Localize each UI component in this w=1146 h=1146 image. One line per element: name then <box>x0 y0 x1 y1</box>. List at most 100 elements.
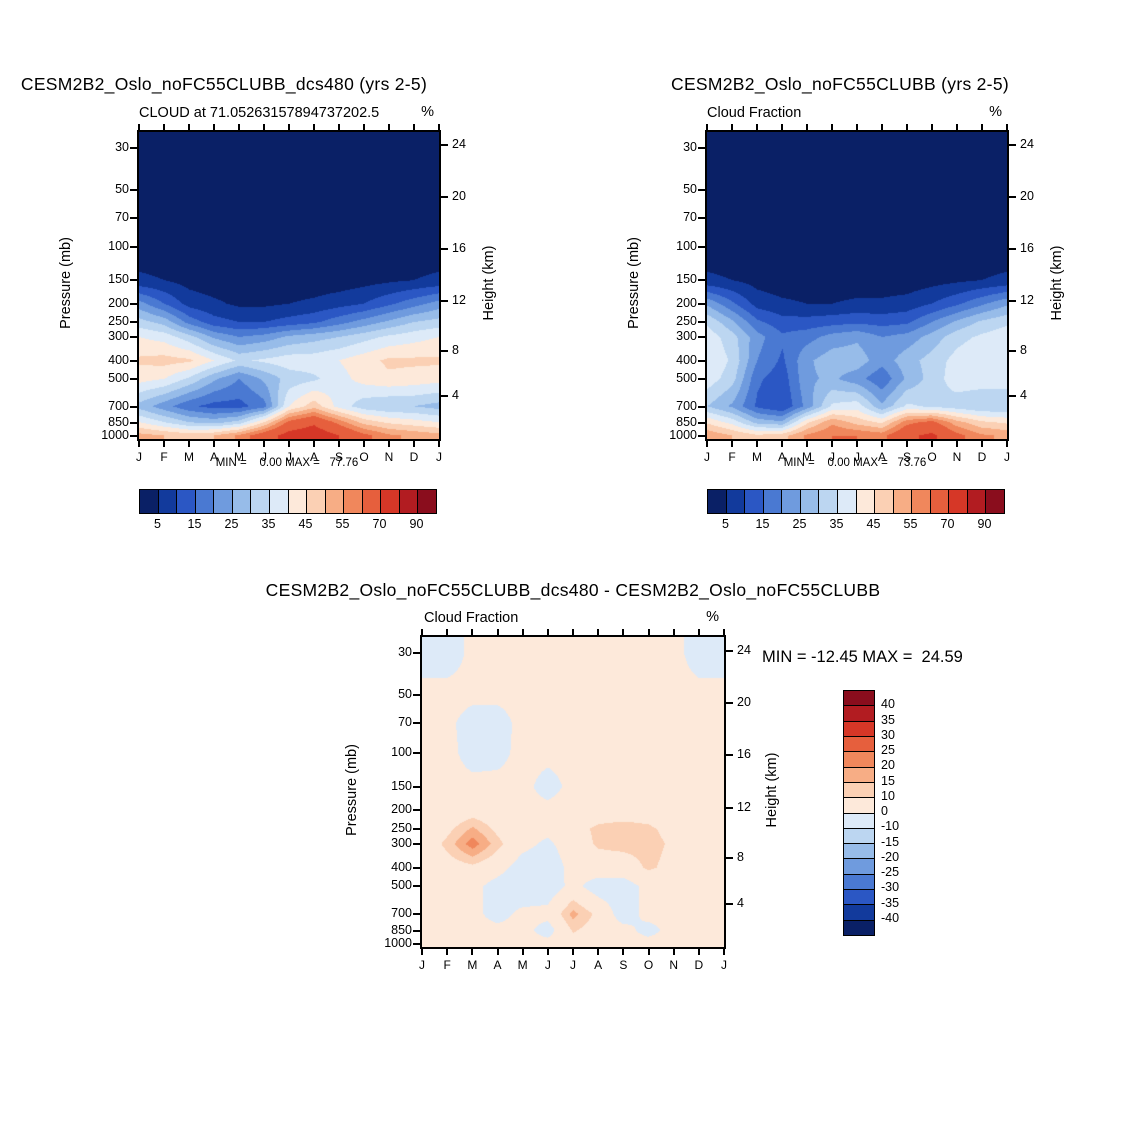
colorbar-tick-label: -20 <box>881 849 900 864</box>
month-label: S <box>619 958 628 972</box>
colorbar-cell <box>140 490 159 513</box>
colorbar-cell <box>745 490 764 513</box>
month-label: J <box>419 958 425 972</box>
colorbar-tick-label: -10 <box>881 819 900 834</box>
pressure-tick-label: 30 <box>398 645 412 660</box>
pressure-tick <box>413 929 420 932</box>
month-tick-bottom <box>496 949 499 955</box>
month-tick-bottom <box>956 441 958 447</box>
pressure-tick <box>130 359 137 362</box>
colorbar-cell <box>837 490 857 513</box>
month-tick-bottom <box>163 441 165 447</box>
month-tick-top <box>956 124 958 130</box>
month-tick-bottom <box>1006 441 1008 447</box>
colorbar-tick-label: 15 <box>755 517 770 531</box>
colorbar-tick-label: 35 <box>881 712 895 727</box>
pressure-tick <box>413 843 420 846</box>
month-tick-top <box>188 124 190 130</box>
month-label: A <box>877 450 886 464</box>
panel-d-plot-frame: 30 50 70 100 150 200 250 300 400 500 700 850 1000 24 2… <box>384 629 751 972</box>
month-tick-top <box>731 124 733 130</box>
pressure-tick-label: 850 <box>108 414 129 429</box>
pressure-tick-label: 300 <box>108 329 129 344</box>
height-tick-label: 8 <box>1020 343 1027 358</box>
month-label: F <box>728 450 736 464</box>
colorbar-cell <box>307 490 326 513</box>
month-label: J <box>136 450 142 464</box>
pressure-tick-label: 100 <box>676 238 697 253</box>
colorbar-tick-label: 55 <box>335 517 350 531</box>
month-tick-bottom <box>906 441 908 447</box>
month-label: J <box>436 450 442 464</box>
month-tick-bottom <box>697 949 700 955</box>
month-tick-top <box>831 124 833 130</box>
panel-b-colorbar <box>707 489 1005 514</box>
height-tick <box>726 754 733 757</box>
height-tick-label: 20 <box>737 695 751 710</box>
panel-a-plot-frame: 30 50 70 100 150 200 250 300 400 500 700 850 1000 24 2… <box>101 124 466 464</box>
colorbar-tick-label: 5 <box>154 517 161 531</box>
pressure-tick <box>130 302 137 305</box>
month-tick-top <box>723 629 725 635</box>
colorbar-tick-label: 55 <box>903 517 918 531</box>
height-tick <box>441 196 448 199</box>
month-tick-top <box>388 124 390 130</box>
month-tick-top <box>421 629 423 635</box>
panel-b-plot-frame: 30 50 70 100 150 200 250 300 400 500 700 850 1000 24 2… <box>669 124 1034 464</box>
panel-a-subtitle: CLOUD at 71.05263157894737202.5 <box>139 105 380 121</box>
pressure-tick-label: 70 <box>398 715 412 730</box>
month-label: A <box>209 450 218 464</box>
month-tick-top <box>496 629 499 635</box>
month-label: D <box>694 958 704 972</box>
panel-b-subtitle: Cloud Fraction <box>707 105 802 121</box>
pressure-tick <box>130 336 137 339</box>
colorbar-cell <box>844 813 874 829</box>
height-tick <box>1009 196 1016 199</box>
month-tick-top <box>263 124 265 130</box>
colorbar-tick-label: 5 <box>722 517 729 531</box>
panel-a-title: CESM2B2_Oslo_noFC55CLUBB_dcs480 (yrs 2-5… <box>20 74 428 94</box>
height-tick <box>726 806 733 809</box>
height-tick <box>726 702 733 705</box>
height-tick <box>441 395 448 398</box>
month-tick-bottom <box>213 441 215 447</box>
month-label: N <box>669 958 678 972</box>
height-tick-label: 12 <box>1020 293 1034 307</box>
month-tick-top <box>881 124 883 130</box>
height-tick <box>1009 395 1016 398</box>
colorbar-cell <box>362 490 382 513</box>
month-label: A <box>309 450 318 464</box>
height-tick-label: 24 <box>452 137 466 152</box>
pressure-tick <box>698 216 705 219</box>
month-label: M <box>184 450 194 464</box>
month-tick-top <box>238 124 240 130</box>
panel-difference: CESM2B2_Oslo_noFC55CLUBB_dcs480 - CESM2B… <box>0 560 1146 1146</box>
month-tick-bottom <box>388 441 390 447</box>
month-tick-bottom <box>363 441 365 447</box>
month-label: J <box>544 958 551 972</box>
pressure-tick-label: 150 <box>676 272 697 287</box>
month-tick-top <box>756 124 758 130</box>
colorbar-tick-label: 20 <box>881 758 895 773</box>
pressure-tick-label: 300 <box>676 329 697 344</box>
pressure-tick <box>413 785 420 788</box>
pressure-tick <box>698 378 705 381</box>
pressure-tick <box>413 866 420 869</box>
pressure-tick-label: 50 <box>398 687 412 702</box>
colorbar-cell <box>844 890 874 906</box>
pressure-tick-label: 1000 <box>101 428 129 442</box>
month-tick-bottom <box>238 441 240 447</box>
pressure-tick <box>413 827 420 830</box>
panel-d-subtitle: Cloud Fraction <box>424 610 519 626</box>
height-tick-label: 4 <box>737 895 744 910</box>
pressure-tick-label: 70 <box>683 209 697 224</box>
colorbar-cell <box>986 490 1004 513</box>
pressure-tick-label: 500 <box>108 371 129 386</box>
pressure-tick <box>130 421 137 424</box>
month-tick-top <box>806 124 808 130</box>
pressure-tick <box>413 885 420 888</box>
month-tick-bottom <box>438 441 440 447</box>
pressure-tick-label: 100 <box>391 744 412 759</box>
month-label: A <box>594 958 603 972</box>
colorbar-cell <box>844 828 874 845</box>
